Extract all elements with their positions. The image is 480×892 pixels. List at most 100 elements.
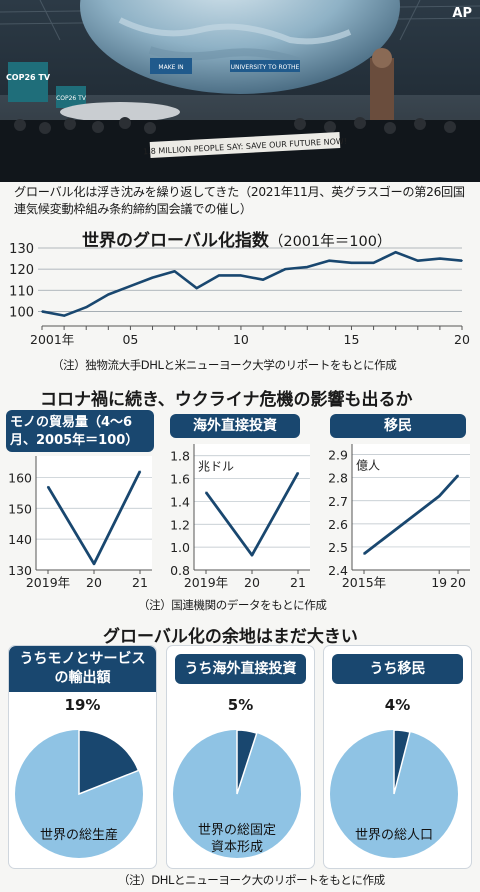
pie-value-slice: [393, 729, 411, 795]
unit-label: 億人: [356, 459, 380, 473]
pie-value-slice: [78, 729, 140, 796]
y-tick-label: 0.8: [170, 563, 190, 578]
pie-base-label: 世界の総生産: [40, 827, 118, 843]
y-tick-label: 1.8: [170, 449, 190, 464]
data-point: [107, 293, 110, 296]
pie-base-label-line1: 世界の総固定: [198, 823, 276, 838]
y-tick-label: 100: [9, 305, 34, 320]
x-tick-label: 15: [344, 332, 360, 347]
y-tick-label: 150: [8, 501, 32, 516]
index-chart-note: （注）独物流大手DHLと米ニューヨーク大学のリポートをもとに作成: [52, 358, 397, 372]
section3-note: （注）DHLとニューヨーク大のリポートをもとに作成: [118, 873, 385, 887]
data-point: [251, 554, 253, 556]
sign-cop26-small: COP26 TV: [56, 95, 87, 102]
data-point: [306, 266, 309, 268]
x-tick-label: 21: [132, 575, 148, 590]
globalization-index-chart: 100 110 120 130 2001年 05 10 15 20: [9, 242, 470, 347]
data-point: [438, 495, 440, 497]
data-point: [205, 491, 207, 494]
sign-university: UNIVERSITY TO ROTHE: [231, 64, 300, 71]
y-tick-label: 1.6: [170, 472, 190, 487]
x-tick-label: 2019年: [26, 575, 70, 590]
migrants-chart: 2.4 2.5 2.6 2.7 2.8 2.9 2015年 19 20 億人: [328, 444, 470, 590]
pie-pct-fdi: 5%: [227, 696, 254, 714]
data-point: [93, 563, 95, 565]
index-chart-title: 世界のグローバル化指数（2001年＝100）: [82, 231, 392, 251]
data-point: [461, 259, 463, 262]
y-tick-label: 130: [8, 563, 32, 578]
index-series-line: [41, 250, 463, 317]
data-point: [151, 276, 154, 279]
data-point: [85, 306, 88, 308]
data-point: [63, 314, 65, 317]
data-point: [218, 274, 220, 277]
pie-chart-exports: 世界の総生産: [15, 729, 143, 858]
plot-background: [194, 444, 310, 570]
x-tick-label: 21: [290, 575, 306, 590]
y-tick-label: 130: [9, 242, 34, 257]
pie-header-fdi: うち海外直接投資: [175, 654, 306, 684]
data-point: [139, 470, 141, 473]
pie-value-slice: [236, 729, 258, 795]
y-tick-label: 120: [9, 263, 34, 278]
data-point: [284, 268, 286, 270]
y-tick-label: 1.4: [170, 494, 190, 509]
y-tick-label: 1.0: [170, 540, 190, 555]
data-point: [363, 553, 365, 555]
data-point: [129, 285, 132, 287]
pie-base-label: 世界の総人口: [355, 828, 433, 843]
event-photo: COP26 TV COP26 TV MAKE IN UNIVERSITY TO …: [0, 0, 480, 182]
section3-title: グローバル化の余地はまだ大きい: [103, 627, 358, 647]
migrants-header: 移民: [330, 414, 466, 438]
data-point: [457, 474, 459, 477]
sign-make: MAKE IN: [158, 64, 183, 71]
x-tick-label: 05: [122, 332, 138, 347]
data-point: [41, 310, 43, 313]
data-point: [416, 259, 419, 262]
data-point: [262, 278, 264, 281]
data-point: [372, 262, 375, 264]
pie-header-exports: うちモノとサービスの輸出額: [9, 646, 156, 692]
y-tick-label: 2.6: [328, 517, 348, 532]
x-tick-label: 10: [233, 332, 249, 347]
x-tick-label: 20: [86, 575, 102, 590]
data-point: [439, 257, 441, 260]
y-tick-label: 2.4: [328, 563, 348, 578]
y-tick-label: 2.5: [328, 540, 348, 555]
pie-pct-migrants: 4%: [384, 696, 411, 714]
data-point: [394, 251, 397, 254]
x-tick-label: 2015年: [342, 575, 386, 590]
pie-header-migrants: うち移民: [332, 654, 463, 684]
x-tick-label: 19: [431, 575, 447, 590]
fdi-header: 海外直接投資: [170, 414, 300, 438]
data-point: [350, 262, 353, 264]
section2-note: （注）国連機関のデータをもとに作成: [138, 598, 327, 612]
plot-background: [36, 456, 152, 570]
unit-label: 兆ドル: [198, 460, 234, 474]
photo-illustration: COP26 TV COP26 TV MAKE IN UNIVERSITY TO …: [0, 0, 480, 182]
data-point: [173, 270, 176, 273]
data-point: [328, 259, 331, 262]
data-point: [297, 472, 299, 474]
pie-card-exports: うちモノとサービスの輸出額 19% 世界の総生産: [8, 645, 157, 869]
y-tick-label: 110: [9, 284, 34, 299]
y-tick-label: 2.9: [328, 448, 348, 463]
y-tick-label: 2.7: [328, 494, 348, 509]
pie-card-migrants: うち移民 4% 世界の総人口: [323, 645, 472, 869]
section2-title: コロナ禍に続き、ウクライナ危機の影響も出るか: [40, 390, 413, 410]
x-tick-label: 2019年: [184, 575, 228, 590]
x-tick-label: 20: [454, 332, 470, 347]
y-tick-label: 140: [8, 532, 32, 547]
trade-volume-chart: 130 140 150 160 2019年 20 21: [8, 456, 152, 590]
pie-base-label-line2: 資本形成: [211, 840, 263, 855]
x-tick-label: 2001年: [30, 332, 74, 347]
x-tick-label: 20: [450, 575, 466, 590]
trade-volume-header: モノの貿易量（4〜6月、2005年＝100）: [6, 410, 154, 452]
sign-cop26-left: COP26 TV: [6, 73, 51, 82]
photo-credit: AP: [452, 6, 472, 21]
pie-card-fdi: うち海外直接投資 5% 世界の総固定 資本形成: [166, 645, 315, 869]
y-tick-label: 160: [8, 470, 32, 485]
fdi-chart: 0.8 1.0 1.2 1.4 1.6 1.8 2019年 20 21 兆ドル: [170, 444, 310, 590]
y-tick-label: 1.2: [170, 517, 190, 532]
pie-pct-exports: 19%: [64, 696, 101, 714]
